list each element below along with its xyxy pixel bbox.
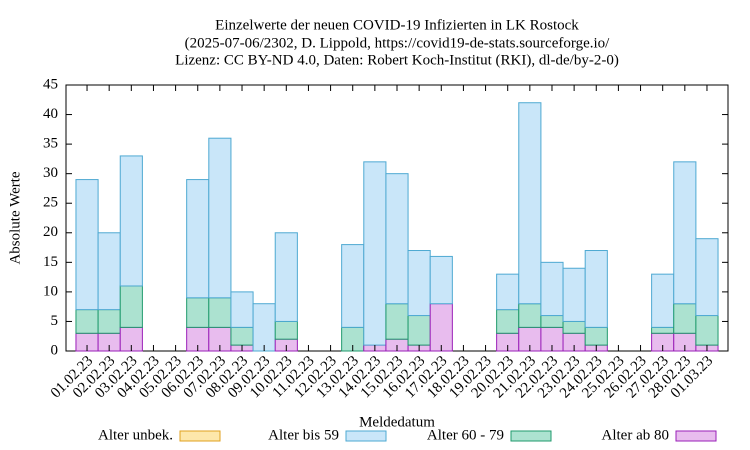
bar-segment [75,179,99,311]
legend-swatch [179,430,221,442]
legend-swatch [675,430,717,442]
bar-segment [673,303,697,334]
bar-segment [208,137,232,299]
bar-segment [584,250,608,328]
bar-segment [673,161,697,305]
bar-segment [518,102,542,305]
legend-swatch [345,430,387,442]
y-tick-label: 40 [43,106,58,122]
legend-label: Alter ab 80 [602,427,669,443]
y-tick-label: 0 [51,342,59,358]
chart-subtitle: Lizenz: CC BY-ND 4.0, Daten: Robert Koch… [175,52,619,68]
y-tick-label: 10 [43,283,58,299]
bar-segment [252,303,276,352]
bar-segment [496,309,520,334]
bar-segment [385,303,409,340]
bar-segment [385,173,409,305]
y-axis-label: Absolute Werte [7,171,23,264]
chart-title: Einzelwerte der neuen COVID-19 Infiziert… [215,17,579,33]
bar-segment [562,320,586,334]
bar-segment [186,297,210,328]
bar-segment [97,309,121,334]
bar-segment [119,155,143,287]
legend-label: Alter bis 59 [268,427,339,443]
bar-segment [363,161,387,346]
x-axis-label: Meldedatum [359,414,435,430]
bar-segment [341,244,365,328]
bar-segment [429,255,453,305]
bar-segment [230,326,254,346]
bar-segment [97,232,121,311]
bar-segment [407,250,431,317]
y-tick-label: 25 [43,195,58,211]
legend-swatch [510,430,552,442]
chart-subtitle: (2025-07-06/2302, D. Lippold, https://co… [185,35,610,51]
bar-segment [540,261,564,317]
bar-segment [274,320,298,340]
bar-segment [562,267,586,322]
bar-segment [230,291,254,328]
y-tick-label: 45 [43,76,58,92]
bar-segment [208,297,232,328]
bar-segment [75,309,99,334]
bar-segment [407,315,431,346]
bar-segment [695,315,719,346]
y-tick-label: 20 [43,224,58,240]
legend-label: Alter 60 - 79 [427,427,504,443]
bar-segment [186,179,210,299]
bar-segment [651,326,675,334]
bar-segment [695,238,719,317]
y-tick-label: 35 [43,136,58,152]
bar-segment [518,303,542,328]
bar-segment [540,315,564,328]
y-tick-label: 15 [43,254,58,270]
bar-segment [496,273,520,311]
y-tick-label: 30 [43,165,58,181]
bar-segment [584,326,608,346]
bar-segment [274,232,298,322]
y-tick-label: 5 [51,313,59,329]
legend-label: Alter unbek. [98,427,173,443]
bar-segment [429,303,453,352]
bar-segment [119,285,143,328]
bar-segment [651,273,675,328]
